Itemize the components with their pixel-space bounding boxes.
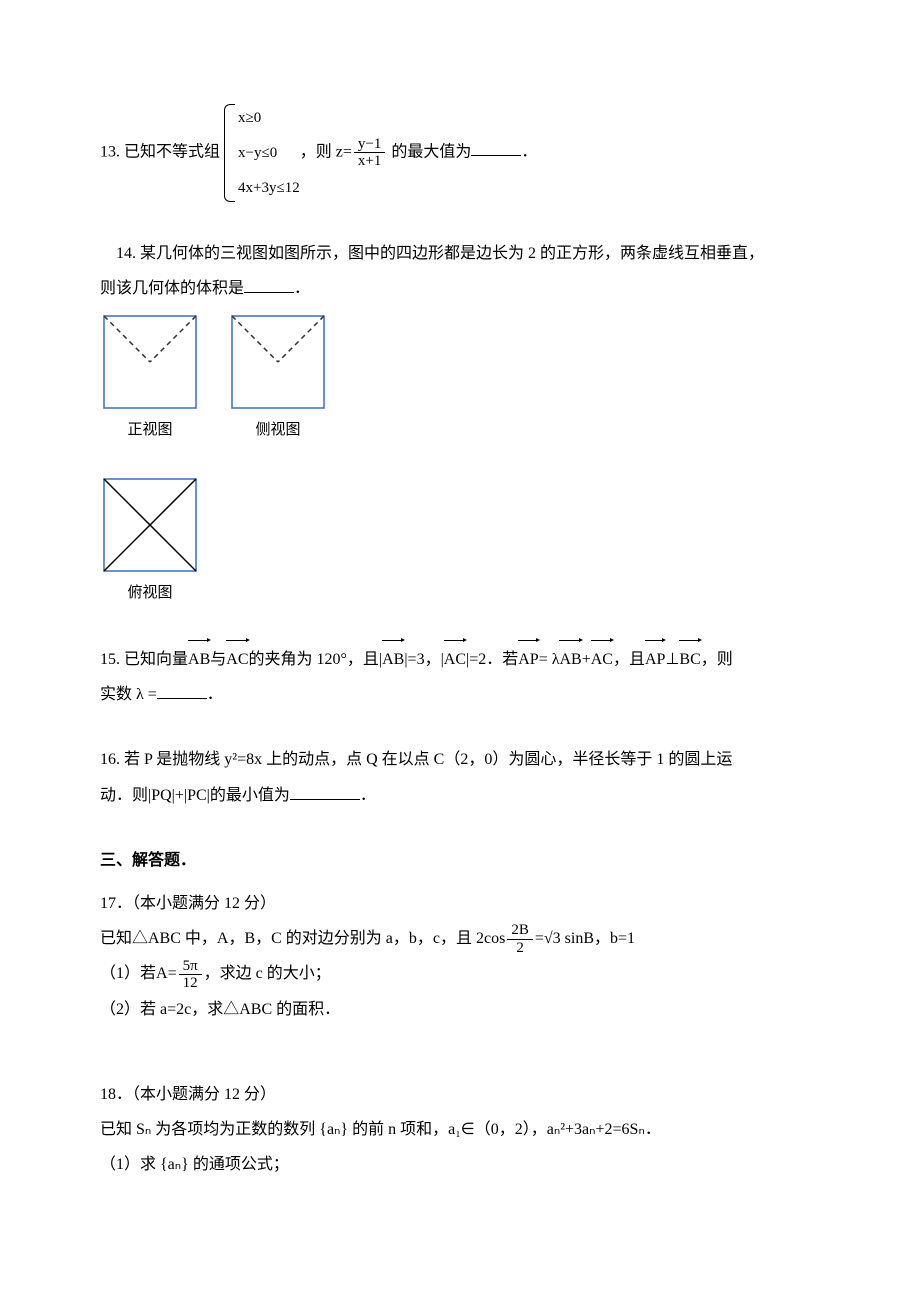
q17-eq-l: 2cos — [476, 930, 505, 947]
section-3-title: 三、解答题． — [100, 843, 820, 878]
vec-ab-2: AB — [382, 640, 404, 677]
top-view-svg — [100, 475, 200, 575]
q13-frac-den: x+1 — [354, 153, 385, 170]
front-dash2 — [150, 316, 196, 362]
q17-p2: （2）若 a=2c，求△ABC 的面积． — [100, 992, 820, 1027]
q17-p1-frac-den: 12 — [179, 975, 202, 992]
front-view-label: 正视图 — [100, 414, 200, 447]
q15-t3: 的夹角为 120°，且| — [249, 651, 383, 668]
question-13: 13. 已知不等式组 x≥0 x−y≤0 4x+3y≤12 ，则 z=y−1x+… — [100, 100, 820, 206]
q13-frac: y−1x+1 — [352, 136, 387, 170]
q15-t5: |=2．若 — [466, 651, 518, 668]
q14-blank — [244, 292, 294, 293]
q13-prefix: 13. 已知不等式组 — [100, 143, 220, 160]
three-views: 正视图 侧视图 俯视图 — [100, 312, 360, 610]
top-view: 俯视图 — [100, 475, 200, 610]
q15-t2: 与 — [210, 651, 226, 668]
vec-ap-2: AP — [645, 640, 665, 677]
side-dash1 — [232, 316, 278, 362]
q17-line1b: ，b=1 — [594, 930, 635, 947]
side-dash2 — [278, 316, 324, 362]
q13-sys-row1: x≥0 — [238, 110, 261, 126]
top-view-label: 俯视图 — [100, 577, 200, 610]
vec-ac-3: AC — [591, 640, 613, 677]
q17-p1-frac-num: 5π — [179, 958, 202, 976]
q16-line1: 16. 若 P 是抛物线 y²=8x 上的动点，点 Q 在以点 C（2，0）为圆… — [100, 742, 820, 777]
vec-ap-1: AP — [518, 640, 538, 677]
front-view-svg — [100, 312, 200, 412]
q17-p1-frac: 5π12 — [177, 958, 204, 992]
vec-ac-1: AC — [226, 640, 248, 677]
q17-head: 17．（本小题满分 12 分） — [100, 886, 820, 921]
q17-eq-frac-den: 2 — [507, 940, 533, 957]
q17-eq-frac-num: 2B — [507, 922, 533, 940]
side-view-svg — [228, 312, 328, 412]
q15-t1: 15. 已知向量 — [100, 651, 188, 668]
q13-mid2: 的最大值为 — [387, 143, 471, 160]
question-17: 17．（本小题满分 12 分） 已知△ABC 中，A，B，C 的对边分别为 a，… — [100, 886, 820, 1027]
q16-tail: ． — [360, 787, 376, 804]
q15-t10: ，则 — [701, 651, 733, 668]
vec-bc: BC — [679, 640, 700, 677]
question-16: 16. 若 P 是抛物线 y²=8x 上的动点，点 Q 在以点 C（2，0）为圆… — [100, 742, 820, 812]
q17-eq-frac: 2B2 — [505, 922, 535, 956]
q14-line1a: 14. 某几何体的三视图如图所示，图中的四边形都是边长为 2 的正方形，两条虚线… — [116, 245, 764, 262]
q18-line1: 已知 Sₙ 为各项均为正数的数列 {aₙ} 的前 n 项和，a₁∈（0，2），a… — [100, 1112, 820, 1147]
question-18: 18．（本小题满分 12 分） 已知 Sₙ 为各项均为正数的数列 {aₙ} 的前… — [100, 1077, 820, 1183]
side-view: 侧视图 — [228, 312, 328, 447]
vec-ab-1: AB — [188, 640, 210, 677]
side-view-label: 侧视图 — [228, 414, 328, 447]
vec-ac-2: AC — [444, 640, 466, 677]
q17-p1-pre: A= — [156, 965, 177, 982]
question-14: 14. 某几何体的三视图如图所示，图中的四边形都是边长为 2 的正方形，两条虚线… — [100, 236, 820, 610]
q15-t7: + — [582, 651, 591, 668]
q15-t6: = λ — [539, 651, 560, 668]
q15-t4: |=3，| — [404, 651, 443, 668]
q13-blank — [471, 155, 521, 156]
q18-p1: （1）求 {aₙ} 的通项公式； — [100, 1147, 820, 1182]
q13-system: x≥0 x−y≤0 4x+3y≤12 — [224, 100, 300, 206]
q16-line2a: 动．则|PQ|+|PC|的最小值为 — [100, 787, 290, 804]
q17-p1a: （1）若 — [100, 965, 156, 982]
q14-line1b: 则该几何体的体积是 — [100, 280, 244, 297]
q17-p1b: ，求边 c 的大小； — [204, 965, 331, 982]
q15-t9: ⊥ — [665, 651, 679, 668]
q15-blank — [157, 698, 207, 699]
front-dash1 — [104, 316, 150, 362]
q17-eq-r: =√3 sinB — [535, 930, 594, 947]
q13-sys-row2: x−y≤0 — [238, 145, 277, 161]
front-view: 正视图 — [100, 312, 200, 447]
question-15: 15. 已知向量AB与AC的夹角为 120°，且|AB|=3，|AC|=2．若A… — [100, 640, 820, 712]
vec-ab-3: AB — [559, 640, 581, 677]
q13-frac-num: y−1 — [354, 136, 385, 154]
q15-line2a: 实数 λ = — [100, 686, 157, 703]
page-content: 13. 已知不等式组 x≥0 x−y≤0 4x+3y≤12 ，则 z=y−1x+… — [0, 0, 920, 1272]
q15-tail: ． — [207, 686, 223, 703]
q13-sys-row3: 4x+3y≤12 — [238, 180, 300, 196]
q15-t8: ，且 — [613, 651, 645, 668]
q13-tail: ． — [521, 143, 537, 160]
q16-blank — [290, 799, 360, 800]
q13-mid1: ，则 z= — [300, 143, 352, 160]
q18-head: 18．（本小题满分 12 分） — [100, 1077, 820, 1112]
q17-line1a: 已知△ABC 中，A，B，C 的对边分别为 a，b，c，且 — [100, 930, 472, 947]
q14-tail: ． — [294, 280, 310, 297]
